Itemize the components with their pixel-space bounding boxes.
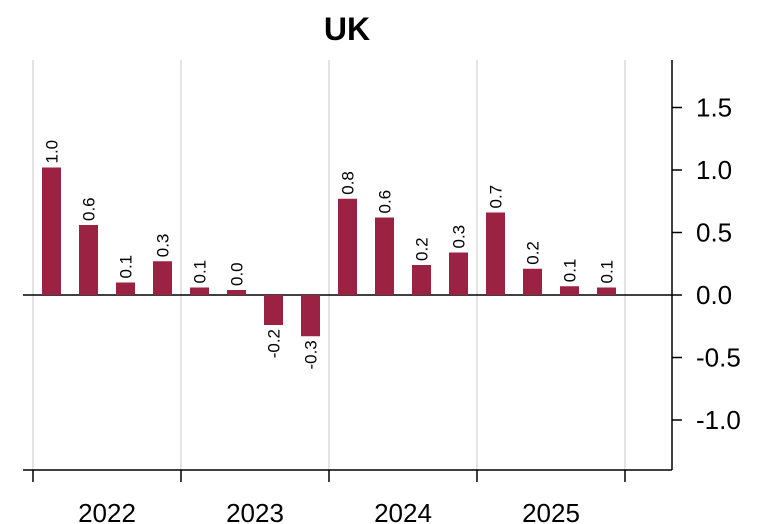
y-tick-label: -1.0	[696, 405, 741, 435]
data-label: -0.2	[265, 329, 284, 358]
data-label: 0.1	[561, 259, 580, 283]
data-label: 0.2	[413, 237, 432, 261]
data-label: 0.0	[228, 262, 247, 286]
data-label: 0.1	[191, 260, 210, 284]
bar	[338, 198, 357, 295]
x-group-label: 2025	[522, 498, 580, 524]
bar	[227, 290, 246, 295]
data-label: -0.3	[302, 340, 321, 369]
data-label: 0.8	[339, 171, 358, 195]
bar	[42, 167, 61, 295]
bar	[449, 252, 468, 295]
y-tick-label: 0.0	[696, 280, 732, 310]
data-label: 1.0	[43, 140, 62, 164]
bar	[153, 261, 172, 295]
x-group-label: 2022	[78, 498, 136, 524]
data-label: 0.3	[154, 234, 173, 258]
data-label: 0.6	[376, 190, 395, 214]
data-label: 0.3	[450, 225, 469, 249]
bar	[79, 225, 98, 295]
y-tick-label: 1.5	[696, 93, 732, 123]
x-group-label: 2023	[226, 498, 284, 524]
y-tick-label: -0.5	[696, 343, 741, 373]
bar	[597, 287, 616, 295]
y-tick-label: 1.0	[696, 155, 732, 185]
bar	[412, 265, 431, 295]
data-label: 0.1	[117, 255, 136, 279]
bar	[301, 295, 320, 337]
bar	[116, 282, 135, 295]
bar	[264, 295, 283, 325]
bar	[560, 286, 579, 295]
y-tick-label: 0.5	[696, 218, 732, 248]
bar	[375, 217, 394, 295]
data-label: 0.2	[524, 241, 543, 265]
bar	[190, 287, 209, 295]
data-label: 0.6	[80, 197, 99, 221]
data-label: 0.7	[487, 185, 506, 209]
bar	[486, 212, 505, 295]
data-label: 0.1	[598, 260, 617, 284]
x-group-label: 2024	[374, 498, 432, 524]
bar	[523, 268, 542, 295]
chart-title: UK	[324, 11, 370, 47]
